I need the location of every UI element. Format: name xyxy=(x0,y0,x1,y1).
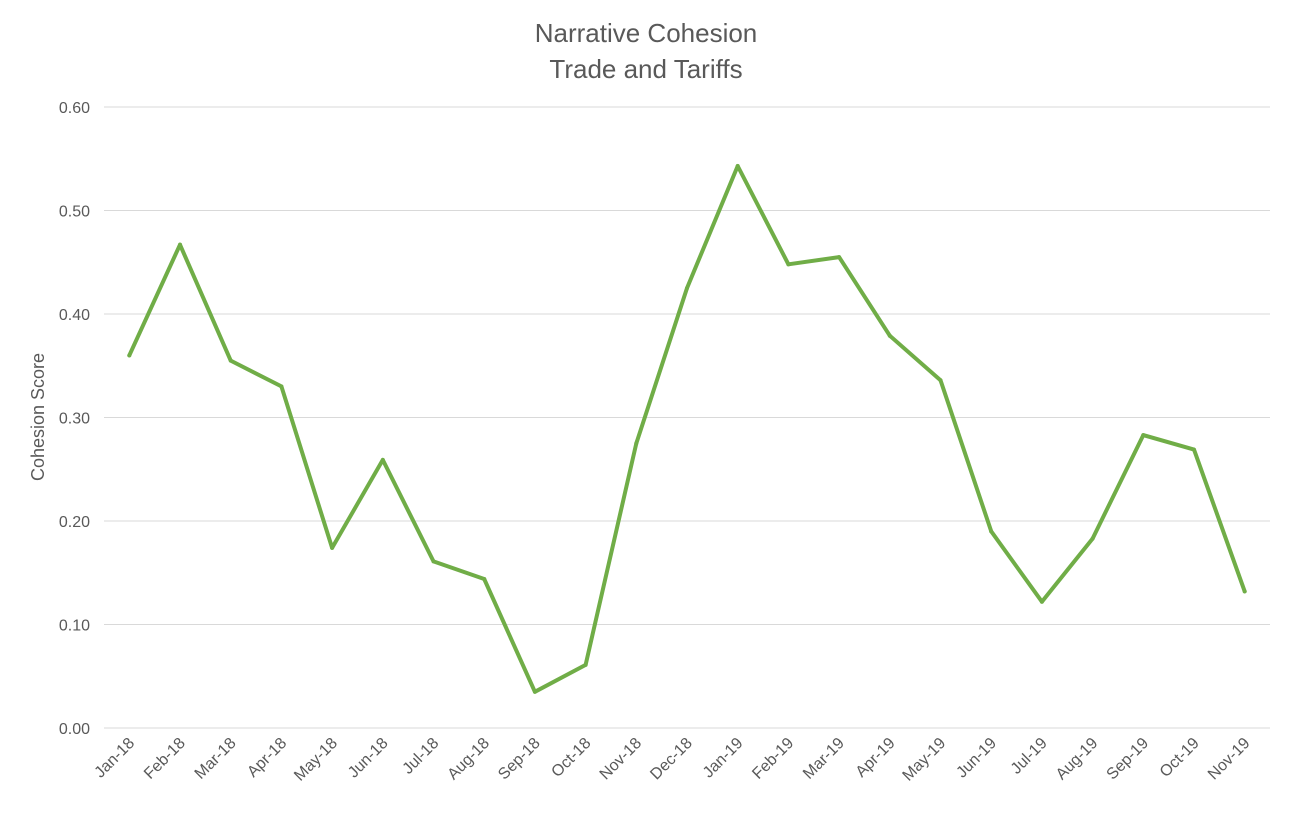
y-tick-label: 0.60 xyxy=(59,100,90,117)
data-point xyxy=(1191,447,1196,452)
data-point xyxy=(330,545,335,550)
data-point xyxy=(735,163,740,168)
x-tick-label: May-19 xyxy=(900,735,950,785)
data-point xyxy=(583,662,588,667)
data-point xyxy=(1242,589,1247,594)
x-tick-label: Mar-19 xyxy=(800,735,848,783)
x-tick-label: Aug-19 xyxy=(1053,735,1102,784)
x-tick-label: Aug-18 xyxy=(445,735,494,784)
x-tick-label: Apr-19 xyxy=(853,735,899,781)
x-tick-label: Apr-18 xyxy=(244,735,290,781)
series-layer xyxy=(127,163,1247,694)
x-tick-label: Feb-18 xyxy=(141,735,189,783)
data-point xyxy=(1090,536,1095,541)
series-line xyxy=(127,164,1247,694)
data-point xyxy=(989,529,994,534)
x-tick-label: Mar-18 xyxy=(192,735,240,783)
y-tick-label: 0.40 xyxy=(59,307,90,324)
x-tick-label: Sep-18 xyxy=(495,735,544,784)
data-point xyxy=(178,242,183,247)
y-tick-label: 0.20 xyxy=(59,514,90,531)
data-point xyxy=(938,378,943,383)
data-point xyxy=(431,559,436,564)
gridlines xyxy=(104,106,1270,729)
x-tick-label: Jun-18 xyxy=(345,735,392,782)
data-point xyxy=(1141,433,1146,438)
data-point xyxy=(127,353,132,358)
x-tick-label: Jan-19 xyxy=(700,735,747,782)
y-axis-ticks: 0.00 0.10 0.20 0.30 0.40 0.50 0.60 xyxy=(59,100,90,738)
data-point xyxy=(685,286,689,291)
y-tick-label: 0.10 xyxy=(59,618,90,635)
y-tick-label: 0.30 xyxy=(59,411,90,428)
data-point xyxy=(380,457,385,462)
data-point xyxy=(887,333,892,338)
chart-title: Narrative Cohesion xyxy=(535,18,758,48)
x-tick-label: Jul-18 xyxy=(400,735,443,778)
data-point xyxy=(228,358,233,363)
data-point xyxy=(532,689,537,694)
data-point xyxy=(786,262,791,267)
x-tick-label: Dec-18 xyxy=(647,735,696,784)
y-tick-label: 0.50 xyxy=(59,204,90,221)
y-axis-label: Cohesion Score xyxy=(28,353,48,481)
data-point xyxy=(1039,599,1044,604)
x-tick-label: Jun-19 xyxy=(953,735,1000,782)
x-tick-label: Oct-18 xyxy=(548,735,594,781)
data-point xyxy=(837,255,842,260)
data-point xyxy=(279,384,284,389)
x-tick-label: Nov-19 xyxy=(1205,735,1254,784)
x-tick-label: May-18 xyxy=(291,735,341,785)
x-tick-label: Jul-19 xyxy=(1008,735,1051,778)
x-tick-label: Feb-19 xyxy=(749,735,797,783)
y-tick-label: 0.00 xyxy=(59,721,90,738)
x-tick-label: Nov-18 xyxy=(597,735,646,784)
x-tick-label: Jan-18 xyxy=(92,735,139,782)
x-tick-label: Oct-19 xyxy=(1157,735,1203,781)
data-point xyxy=(634,441,639,446)
data-point xyxy=(482,576,487,581)
x-tick-label: Sep-19 xyxy=(1104,735,1153,784)
x-axis-ticks: Jan-18 Feb-18 Mar-18 Apr-18 May-18 Jun-18 Jul-… xyxy=(92,735,1254,785)
chart-subtitle: Trade and Tariffs xyxy=(549,54,742,84)
